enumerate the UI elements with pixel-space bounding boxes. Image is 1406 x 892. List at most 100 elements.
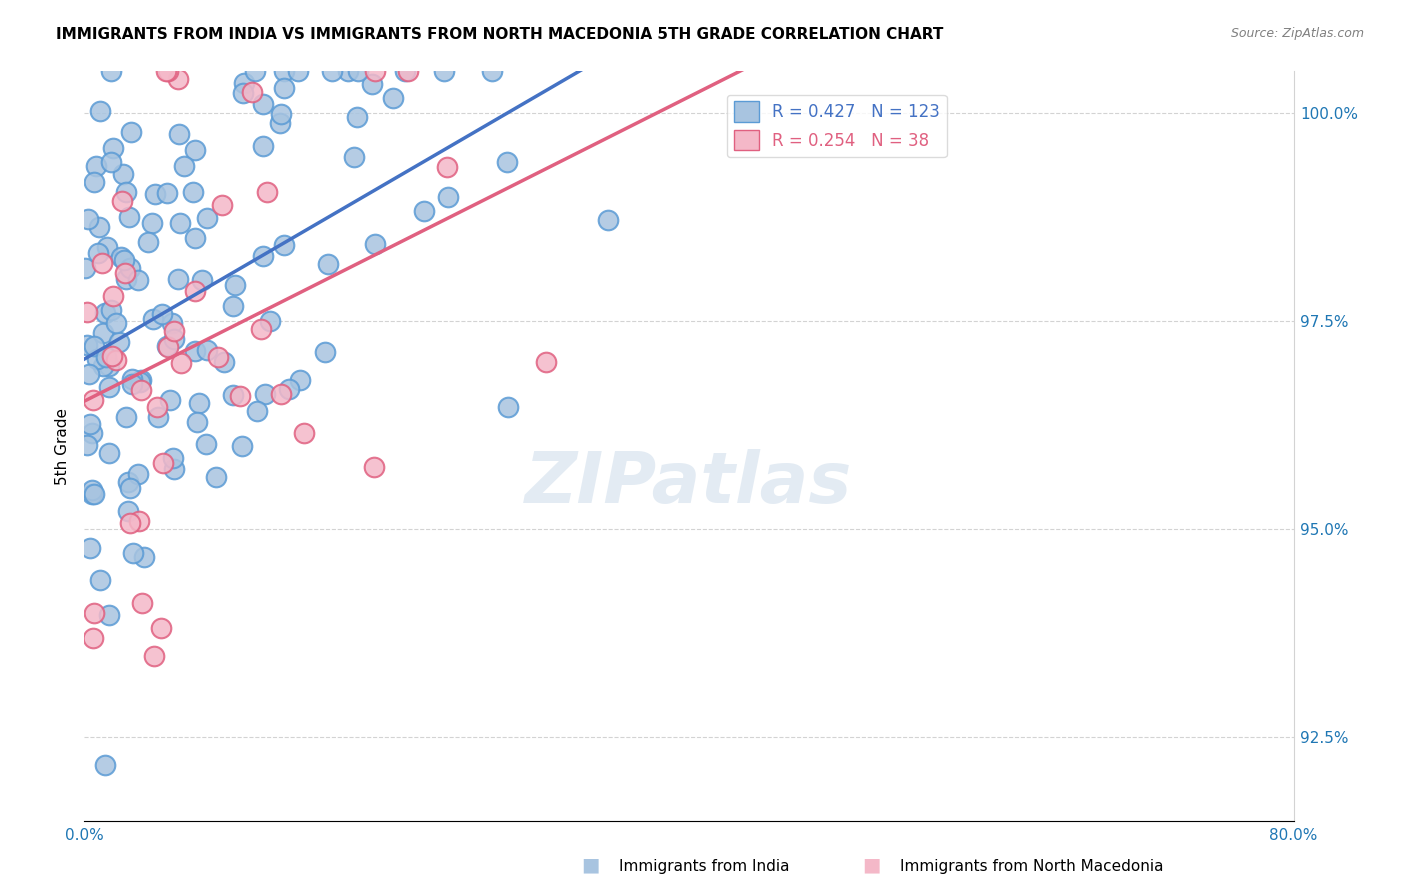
Point: [287, 64, 309, 78]
Point: [77, 368, 100, 382]
Point: [94, 306, 117, 320]
Point: [86, 351, 108, 366]
Point: [314, 345, 336, 359]
Point: [243, 64, 266, 78]
Point: [436, 160, 458, 174]
Point: [118, 210, 141, 224]
Point: [94, 350, 117, 364]
Point: [394, 64, 416, 78]
Point: [163, 462, 186, 476]
Point: [77, 211, 100, 226]
Point: [321, 64, 343, 78]
Point: [229, 389, 252, 403]
Point: [361, 77, 384, 91]
Point: [90, 256, 112, 270]
Point: [80, 426, 103, 441]
Point: [224, 278, 246, 293]
Point: [346, 110, 368, 124]
Point: [343, 150, 366, 164]
Point: [157, 340, 180, 354]
Point: [121, 376, 143, 391]
Point: [437, 189, 460, 203]
Point: [129, 384, 152, 398]
Point: [169, 356, 191, 370]
Point: [184, 284, 207, 298]
Point: [110, 250, 132, 264]
Point: [83, 339, 105, 353]
Text: ZIPatlas: ZIPatlas: [526, 449, 852, 518]
Point: [79, 417, 101, 431]
Point: [256, 186, 278, 200]
Point: [184, 343, 207, 358]
Point: [94, 758, 117, 772]
Point: [363, 237, 385, 252]
Point: [246, 403, 269, 417]
Point: [173, 160, 195, 174]
Point: [87, 245, 110, 260]
Point: [120, 125, 142, 139]
Point: [149, 621, 172, 635]
Point: [231, 439, 253, 453]
Point: [97, 607, 120, 622]
Point: [114, 186, 136, 200]
Point: [162, 451, 184, 466]
Point: [100, 64, 122, 78]
Point: [131, 596, 153, 610]
Point: [212, 355, 235, 369]
Point: [111, 194, 134, 208]
Point: [105, 352, 128, 367]
Point: [337, 64, 360, 78]
Point: [103, 289, 125, 303]
Point: [290, 373, 312, 387]
Text: IMMIGRANTS FROM INDIA VS IMMIGRANTS FROM NORTH MACEDONIA 5TH GRADE CORRELATION C: IMMIGRANTS FROM INDIA VS IMMIGRANTS FROM…: [56, 27, 943, 42]
Point: [363, 460, 385, 475]
Point: [114, 266, 136, 280]
Point: [231, 87, 253, 101]
Point: [104, 316, 127, 330]
Point: [222, 300, 245, 314]
Point: [270, 107, 292, 121]
Point: [273, 64, 295, 78]
Point: [273, 80, 295, 95]
Point: [76, 437, 98, 451]
Point: [115, 409, 138, 424]
Point: [273, 238, 295, 252]
Text: Immigrants from India: Immigrants from India: [619, 859, 789, 874]
Point: [82, 487, 104, 501]
Legend: R = 0.427   N = 123, R = 0.254   N = 38: R = 0.427 N = 123, R = 0.254 N = 38: [727, 95, 946, 157]
Point: [250, 322, 273, 336]
Text: ■: ■: [862, 855, 882, 874]
Point: [118, 481, 141, 495]
Point: [481, 64, 503, 78]
Point: [100, 302, 122, 317]
Point: [167, 271, 190, 285]
Point: [132, 549, 155, 564]
Point: [117, 504, 139, 518]
Point: [195, 211, 218, 225]
Point: [98, 446, 121, 460]
Point: [100, 154, 122, 169]
Point: [495, 154, 517, 169]
Point: [496, 400, 519, 414]
Point: [253, 387, 276, 401]
Point: [183, 143, 205, 157]
Point: [79, 541, 101, 555]
Point: [83, 174, 105, 188]
Point: [252, 96, 274, 111]
Point: [160, 316, 183, 330]
Point: [128, 515, 150, 529]
Point: [240, 86, 263, 100]
Point: [252, 249, 274, 263]
Point: [194, 437, 217, 451]
Point: [97, 359, 120, 373]
Point: [118, 261, 141, 276]
Point: [191, 272, 214, 286]
Point: [169, 216, 191, 230]
Point: [84, 159, 107, 173]
Point: [117, 475, 139, 490]
Point: [270, 387, 292, 401]
Point: [259, 314, 281, 328]
Point: [433, 64, 456, 78]
Point: [141, 216, 163, 230]
Point: [347, 64, 370, 78]
